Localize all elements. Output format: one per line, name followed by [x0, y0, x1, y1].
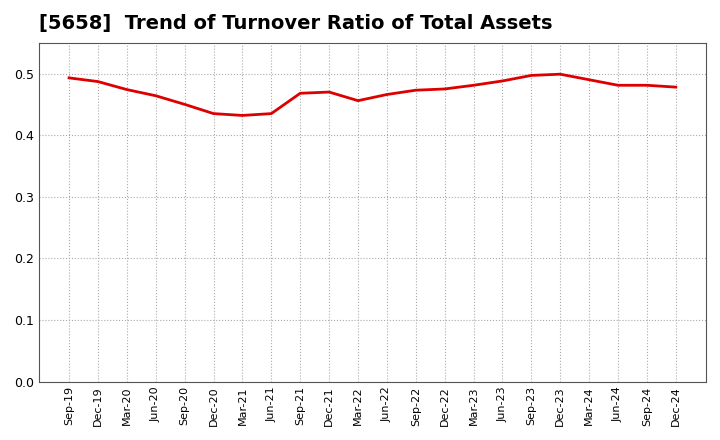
- Text: [5658]  Trend of Turnover Ratio of Total Assets: [5658] Trend of Turnover Ratio of Total …: [39, 14, 552, 33]
